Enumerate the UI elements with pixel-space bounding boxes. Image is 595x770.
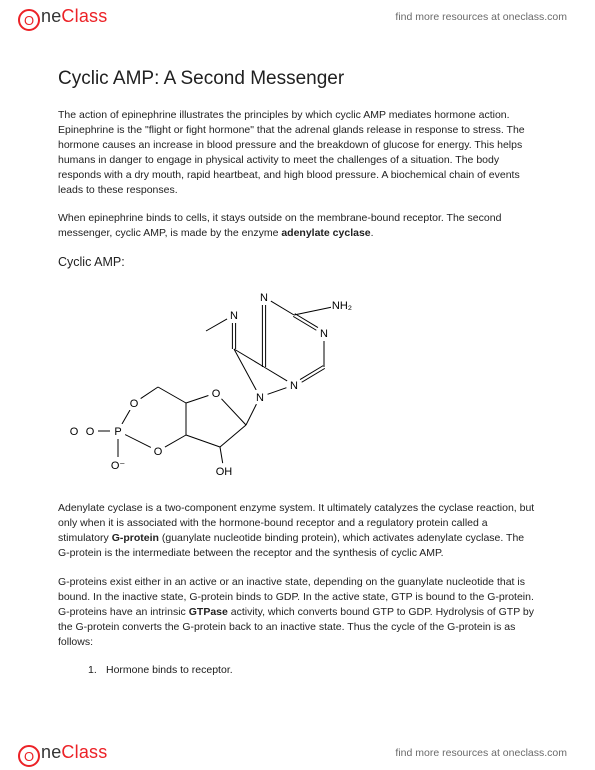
paragraph-adenylate: Adenylate cyclase is a two-component enz… bbox=[58, 501, 537, 561]
logo-prefix: ne bbox=[41, 6, 61, 26]
svg-text:O: O bbox=[154, 446, 163, 458]
header-resources-link[interactable]: find more resources at oneclass.com bbox=[395, 11, 567, 23]
list-item-1: 1.Hormone binds to receptor. bbox=[88, 663, 537, 678]
svg-text:N: N bbox=[260, 292, 268, 304]
paragraph-enzyme: When epinephrine binds to cells, it stay… bbox=[58, 211, 537, 241]
p2-text-a: When epinephrine binds to cells, it stay… bbox=[58, 212, 501, 239]
paragraph-gtpase: G-proteins exist either in an active or … bbox=[58, 575, 537, 650]
paragraph-intro: The action of epinephrine illustrates th… bbox=[58, 108, 537, 197]
diagram-caption: Cyclic AMP: bbox=[58, 255, 537, 269]
list-number: 1. bbox=[88, 663, 106, 678]
logo-suffix: Class bbox=[61, 742, 107, 762]
svg-text:NH₂: NH₂ bbox=[332, 300, 352, 312]
p3-bold: G-protein bbox=[112, 532, 159, 544]
brand-logo: O neClass bbox=[18, 6, 107, 29]
footer-resources-link[interactable]: find more resources at oneclass.com bbox=[395, 747, 567, 759]
svg-text:N: N bbox=[256, 392, 264, 404]
p2-bold: adenylate cyclase bbox=[281, 227, 370, 239]
document-body: Cyclic AMP: A Second Messenger The actio… bbox=[58, 48, 537, 722]
svg-text:O: O bbox=[70, 426, 79, 438]
p2-text-c: . bbox=[371, 227, 374, 239]
logo-circle-icon: O bbox=[18, 745, 40, 767]
logo-text: neClass bbox=[41, 6, 107, 27]
cyclic-amp-structure-diagram: NNNH₂NNNOOHOPOO⁻OO bbox=[66, 275, 366, 485]
svg-text:O: O bbox=[86, 426, 95, 438]
svg-text:OH: OH bbox=[216, 466, 233, 478]
page-footer: O neClass find more resources at oneclas… bbox=[0, 736, 595, 770]
svg-text:O: O bbox=[212, 388, 221, 400]
p4-bold: GTPase bbox=[189, 606, 228, 618]
logo-text-footer: neClass bbox=[41, 742, 107, 763]
page-header: O neClass find more resources at oneclas… bbox=[0, 0, 595, 34]
svg-text:O⁻: O⁻ bbox=[111, 460, 126, 472]
brand-logo-footer: O neClass bbox=[18, 742, 107, 765]
svg-text:N: N bbox=[320, 328, 328, 340]
svg-text:N: N bbox=[290, 380, 298, 392]
svg-text:N: N bbox=[230, 310, 238, 322]
chemical-structure-svg: NNNH₂NNNOOHOPOO⁻OO bbox=[66, 275, 366, 485]
svg-text:O: O bbox=[130, 398, 139, 410]
page-title: Cyclic AMP: A Second Messenger bbox=[58, 68, 537, 90]
logo-suffix: Class bbox=[61, 6, 107, 26]
logo-circle-icon: O bbox=[18, 9, 40, 31]
list-text: Hormone binds to receptor. bbox=[106, 664, 233, 676]
logo-prefix: ne bbox=[41, 742, 61, 762]
svg-text:P: P bbox=[114, 426, 121, 438]
